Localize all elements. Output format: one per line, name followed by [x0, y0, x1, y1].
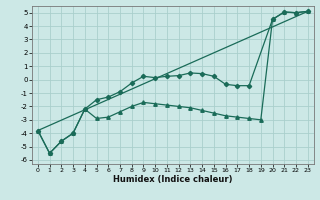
X-axis label: Humidex (Indice chaleur): Humidex (Indice chaleur)	[113, 175, 233, 184]
